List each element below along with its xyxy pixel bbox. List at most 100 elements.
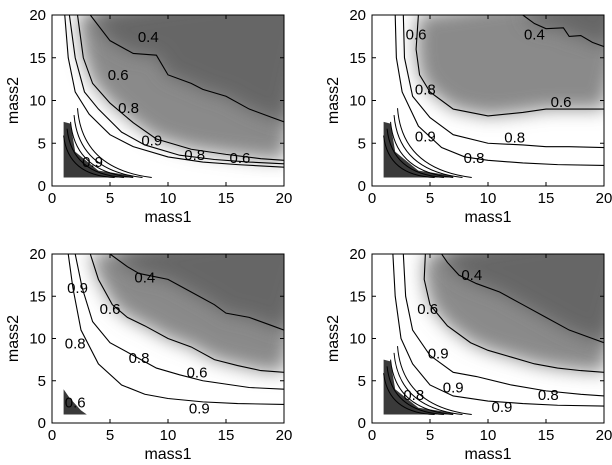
contour-label: 0.6 xyxy=(187,364,208,381)
x-tick-label: 5 xyxy=(426,427,434,444)
y-tick-label: 20 xyxy=(349,7,366,24)
corner-contour xyxy=(393,352,463,416)
y-tick-label: 10 xyxy=(29,331,46,348)
y-tick-label: 20 xyxy=(29,246,46,263)
heatmap-field xyxy=(372,15,604,186)
x-tick-label: 20 xyxy=(596,427,612,444)
corner-contour xyxy=(397,346,472,416)
y-axis-label: mass2 xyxy=(325,77,342,124)
x-tick-label: 10 xyxy=(480,190,497,207)
contour-label: 0.8 xyxy=(129,350,150,367)
corner-contour xyxy=(77,108,152,178)
contour-04-line xyxy=(522,15,604,48)
y-tick-label: 10 xyxy=(29,93,46,110)
panel-4: 0.4 0.6 0.9 0.8 0.9 0.8 0.9 0 5 10 15 20 0 5 10 15 20 mas… xyxy=(325,246,612,463)
contour-label: 0.6 xyxy=(100,301,121,318)
x-axis-label: mass1 xyxy=(144,209,191,226)
contour-label: 0.9 xyxy=(428,346,449,363)
contour-label: 0.9 xyxy=(141,133,162,150)
contour-label: 0.8 xyxy=(415,81,436,98)
corner-contour xyxy=(383,135,435,178)
y-tick-label: 5 xyxy=(38,135,46,152)
y-tick-label: 0 xyxy=(38,178,46,195)
y-tick-label: 15 xyxy=(29,50,46,67)
corner-contour xyxy=(383,373,435,416)
contour-label: 0.6 xyxy=(551,94,572,111)
contour-label: 0.9 xyxy=(67,280,88,297)
x-tick-label: 10 xyxy=(160,190,177,207)
x-tick-label: 5 xyxy=(106,427,114,444)
x-axis-label: mass1 xyxy=(464,209,511,226)
x-tick-label: 15 xyxy=(538,427,555,444)
x-tick-label: 20 xyxy=(276,427,293,444)
contour-04-line xyxy=(89,15,284,123)
contour-04-line xyxy=(441,254,604,344)
corner-contour xyxy=(386,366,444,416)
contour-06-line xyxy=(423,254,604,373)
contour-04-line xyxy=(109,254,284,331)
contour-label: 0.8 xyxy=(464,150,485,167)
y-tick-label: 15 xyxy=(349,288,366,305)
contour-label: 0.8 xyxy=(65,336,86,353)
heatmap-field xyxy=(52,254,284,423)
x-tick-label: 0 xyxy=(368,190,376,207)
contour-label: 0.6 xyxy=(406,27,427,44)
contour-label: 0.8 xyxy=(184,147,205,164)
contour-06-line xyxy=(89,254,284,373)
contour-label: 0.6 xyxy=(417,301,438,318)
contour-label: 0.4 xyxy=(134,270,155,287)
x-tick-label: 15 xyxy=(218,190,235,207)
y-tick-label: 10 xyxy=(349,93,366,110)
y-tick-label: 0 xyxy=(38,415,46,432)
contour-08-line xyxy=(402,254,604,397)
contour-09-line xyxy=(394,15,604,167)
heatmap-field xyxy=(372,254,604,423)
contour-09-line xyxy=(392,254,604,407)
corner-contour xyxy=(63,135,115,178)
contour-09-line xyxy=(67,254,284,405)
x-tick-label: 10 xyxy=(160,427,177,444)
x-tick-label: 20 xyxy=(276,190,293,207)
panel-3: 0.4 0.9 0.6 0.8 0.8 0.6 0.6 0.9 0 5 10 15 20 0 5 10 15 20… xyxy=(5,246,293,463)
contour-label: 0.9 xyxy=(443,380,464,397)
contour-label: 0.9 xyxy=(415,128,436,145)
x-tick-label: 15 xyxy=(218,427,235,444)
y-tick-label: 15 xyxy=(29,288,46,305)
y-tick-label: 0 xyxy=(358,415,366,432)
x-tick-label: 5 xyxy=(426,190,434,207)
x-tick-label: 0 xyxy=(368,427,376,444)
contour-08-line xyxy=(68,15,284,165)
contour-label: 0.9 xyxy=(82,154,103,171)
corner-contour xyxy=(70,121,134,178)
x-tick-label: 20 xyxy=(596,190,612,207)
y-tick-label: 15 xyxy=(349,50,366,67)
contour-08-line xyxy=(402,15,604,149)
contour-label: 0.8 xyxy=(538,387,559,404)
y-axis-label: mass2 xyxy=(5,77,22,124)
corner-contour xyxy=(393,114,463,178)
contour-label: 0.4 xyxy=(138,29,159,46)
contour-label: 0.4 xyxy=(461,267,482,284)
contour-label: 0.6 xyxy=(229,150,250,167)
x-tick-label: 0 xyxy=(48,190,56,207)
contour-label: 0.8 xyxy=(118,100,139,117)
contour-label: 0.9 xyxy=(189,401,210,418)
panel-2: 0.6 0.4 0.8 0.6 0.9 0.8 0.8 0 5 10 15 20 0 5 10 15 20 mas… xyxy=(325,7,612,226)
y-tick-label: 5 xyxy=(358,135,366,152)
contour-06-line xyxy=(415,15,604,117)
contour-08-line xyxy=(74,254,284,390)
y-tick-label: 5 xyxy=(358,373,366,390)
corner-contour xyxy=(390,359,454,416)
corner-contour xyxy=(397,108,472,178)
x-tick-label: 0 xyxy=(48,427,56,444)
corner-contour xyxy=(390,121,454,178)
y-tick-label: 0 xyxy=(358,178,366,195)
corner-contour xyxy=(386,128,444,178)
y-tick-label: 5 xyxy=(38,373,46,390)
y-tick-label: 20 xyxy=(29,7,46,24)
contour-06-line xyxy=(76,15,284,161)
x-tick-label: 15 xyxy=(538,190,555,207)
contour-label: 0.8 xyxy=(504,129,525,146)
contour-09-line xyxy=(64,15,284,168)
